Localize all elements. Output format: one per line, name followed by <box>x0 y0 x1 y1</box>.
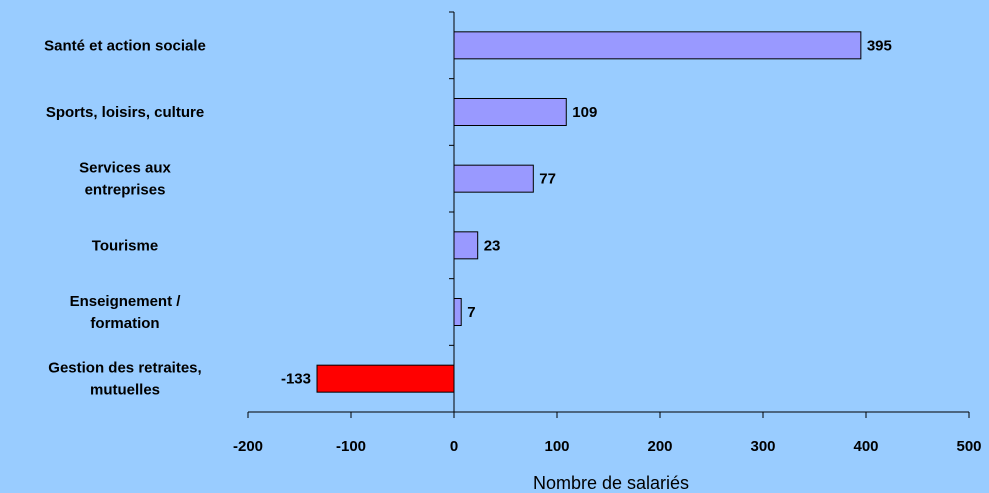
data-label-3: 23 <box>484 237 501 254</box>
labels-group: 395 Santé et action sociale 109 Sports, loi… <box>44 37 892 398</box>
category-label-line: entreprises <box>85 182 166 199</box>
category-label-line: Tourisme <box>92 237 158 254</box>
bar-5 <box>317 365 454 392</box>
x-tick-label-6: 400 <box>853 438 878 455</box>
x-tick-label-4: 200 <box>647 438 672 455</box>
bar-4 <box>454 299 461 326</box>
x-tick-label-5: 300 <box>750 438 775 455</box>
bar-3 <box>454 232 478 259</box>
category-label-line: Services aux <box>79 160 171 177</box>
data-label-1: 109 <box>572 104 597 121</box>
category-label-line: Santé et action sociale <box>44 37 206 54</box>
category-label-0: Santé et action sociale <box>44 37 206 54</box>
category-label-line: mutuelles <box>90 382 160 399</box>
bars-group <box>317 32 861 392</box>
category-label-line: formation <box>90 315 159 332</box>
category-label-4: Enseignement / formation <box>70 293 182 332</box>
x-tick-label-3: 100 <box>544 438 569 455</box>
x-tick-label-2: 0 <box>450 438 458 455</box>
category-label-1: Sports, loisirs, culture <box>46 104 204 121</box>
category-label-3: Tourisme <box>92 237 158 254</box>
category-label-5: Gestion des retraites, mutuelles <box>48 360 201 399</box>
x-tick-label-1: -100 <box>336 438 366 455</box>
category-label-line: Sports, loisirs, culture <box>46 104 204 121</box>
category-label-2: Services aux entreprises <box>79 160 171 199</box>
data-label-4: 7 <box>467 304 475 321</box>
bar-0 <box>454 32 861 59</box>
data-label-0: 395 <box>867 37 892 54</box>
category-label-line: Enseignement / <box>70 293 182 310</box>
data-label-2: 77 <box>539 171 556 188</box>
x-axis-title: Nombre de salariés <box>533 473 689 493</box>
bar-2 <box>454 165 533 192</box>
category-label-line: Gestion des retraites, <box>48 360 201 377</box>
bar-1 <box>454 99 566 126</box>
data-label-5: -133 <box>281 371 311 388</box>
x-tick-label-7: 500 <box>956 438 981 455</box>
x-tick-label-0: -200 <box>233 438 263 455</box>
